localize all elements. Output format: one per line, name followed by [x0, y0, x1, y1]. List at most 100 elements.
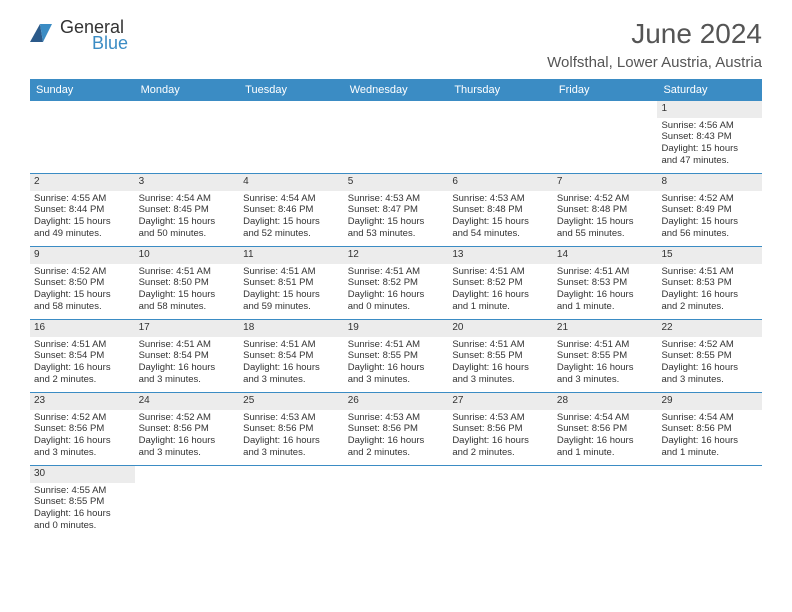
day-header: Saturday [657, 79, 762, 101]
day-dl1: Daylight: 16 hours [557, 362, 654, 374]
day-sunset: Sunset: 8:55 PM [34, 496, 131, 508]
month-title: June 2024 [547, 18, 762, 50]
day-body: Sunrise: 4:52 AMSunset: 8:56 PMDaylight:… [135, 410, 240, 464]
day-cell: 26Sunrise: 4:53 AMSunset: 8:56 PMDayligh… [344, 393, 449, 465]
day-cell [344, 101, 449, 173]
day-number: 23 [30, 393, 135, 410]
day-dl1: Daylight: 15 hours [661, 143, 758, 155]
day-dl2: and 3 minutes. [243, 374, 340, 386]
day-sunrise: Sunrise: 4:51 AM [557, 339, 654, 351]
day-sunrise: Sunrise: 4:51 AM [661, 266, 758, 278]
day-number: 20 [448, 320, 553, 337]
day-cell: 10Sunrise: 4:51 AMSunset: 8:50 PMDayligh… [135, 247, 240, 319]
day-dl2: and 3 minutes. [452, 374, 549, 386]
day-body: Sunrise: 4:51 AMSunset: 8:54 PMDaylight:… [135, 337, 240, 391]
day-sunset: Sunset: 8:52 PM [452, 277, 549, 289]
day-header: Friday [553, 79, 658, 101]
day-sunrise: Sunrise: 4:55 AM [34, 193, 131, 205]
day-number: 2 [30, 174, 135, 191]
day-dl2: and 54 minutes. [452, 228, 549, 240]
day-sunrise: Sunrise: 4:51 AM [243, 339, 340, 351]
day-sunset: Sunset: 8:52 PM [348, 277, 445, 289]
day-cell [135, 101, 240, 173]
day-sunset: Sunset: 8:55 PM [348, 350, 445, 362]
day-number: 11 [239, 247, 344, 264]
day-number: 3 [135, 174, 240, 191]
day-cell [448, 101, 553, 173]
day-sunrise: Sunrise: 4:53 AM [243, 412, 340, 424]
day-cell: 12Sunrise: 4:51 AMSunset: 8:52 PMDayligh… [344, 247, 449, 319]
day-sunrise: Sunrise: 4:53 AM [348, 412, 445, 424]
day-number: 13 [448, 247, 553, 264]
day-cell: 24Sunrise: 4:52 AMSunset: 8:56 PMDayligh… [135, 393, 240, 465]
day-body: Sunrise: 4:54 AMSunset: 8:46 PMDaylight:… [239, 191, 344, 245]
day-cell: 3Sunrise: 4:54 AMSunset: 8:45 PMDaylight… [135, 174, 240, 246]
day-cell: 11Sunrise: 4:51 AMSunset: 8:51 PMDayligh… [239, 247, 344, 319]
day-body: Sunrise: 4:51 AMSunset: 8:55 PMDaylight:… [448, 337, 553, 391]
day-number: 1 [657, 101, 762, 118]
day-sunrise: Sunrise: 4:51 AM [139, 266, 236, 278]
day-header: Wednesday [344, 79, 449, 101]
day-dl1: Daylight: 15 hours [243, 289, 340, 301]
day-cell: 20Sunrise: 4:51 AMSunset: 8:55 PMDayligh… [448, 320, 553, 392]
day-sunrise: Sunrise: 4:51 AM [348, 339, 445, 351]
day-body: Sunrise: 4:51 AMSunset: 8:50 PMDaylight:… [135, 264, 240, 318]
day-dl2: and 3 minutes. [243, 447, 340, 459]
day-cell [553, 466, 658, 538]
day-cell: 23Sunrise: 4:52 AMSunset: 8:56 PMDayligh… [30, 393, 135, 465]
day-body: Sunrise: 4:51 AMSunset: 8:55 PMDaylight:… [553, 337, 658, 391]
day-number: 29 [657, 393, 762, 410]
day-number: 5 [344, 174, 449, 191]
day-body: Sunrise: 4:54 AMSunset: 8:45 PMDaylight:… [135, 191, 240, 245]
day-sunrise: Sunrise: 4:53 AM [452, 412, 549, 424]
day-sunrise: Sunrise: 4:52 AM [661, 339, 758, 351]
day-sunset: Sunset: 8:56 PM [34, 423, 131, 435]
day-sunrise: Sunrise: 4:54 AM [243, 193, 340, 205]
day-body: Sunrise: 4:53 AMSunset: 8:56 PMDaylight:… [344, 410, 449, 464]
day-dl1: Daylight: 16 hours [34, 362, 131, 374]
day-dl2: and 1 minute. [452, 301, 549, 313]
day-number: 16 [30, 320, 135, 337]
day-dl2: and 0 minutes. [348, 301, 445, 313]
day-sunrise: Sunrise: 4:54 AM [661, 412, 758, 424]
day-sunset: Sunset: 8:43 PM [661, 131, 758, 143]
day-cell: 4Sunrise: 4:54 AMSunset: 8:46 PMDaylight… [239, 174, 344, 246]
day-sunrise: Sunrise: 4:52 AM [557, 193, 654, 205]
day-sunrise: Sunrise: 4:51 AM [139, 339, 236, 351]
day-sunrise: Sunrise: 4:54 AM [557, 412, 654, 424]
day-body: Sunrise: 4:51 AMSunset: 8:55 PMDaylight:… [344, 337, 449, 391]
day-sunset: Sunset: 8:54 PM [243, 350, 340, 362]
day-dl1: Daylight: 16 hours [557, 289, 654, 301]
logo-text: GeneralBlue [60, 18, 128, 52]
day-sunset: Sunset: 8:54 PM [139, 350, 236, 362]
day-sunrise: Sunrise: 4:56 AM [661, 120, 758, 132]
day-dl2: and 3 minutes. [139, 447, 236, 459]
day-dl2: and 1 minute. [557, 301, 654, 313]
day-sunrise: Sunrise: 4:51 AM [452, 266, 549, 278]
day-cell: 5Sunrise: 4:53 AMSunset: 8:47 PMDaylight… [344, 174, 449, 246]
day-cell: 27Sunrise: 4:53 AMSunset: 8:56 PMDayligh… [448, 393, 553, 465]
week-row: 2Sunrise: 4:55 AMSunset: 8:44 PMDaylight… [30, 174, 762, 247]
day-number: 22 [657, 320, 762, 337]
day-header: Thursday [448, 79, 553, 101]
day-dl1: Daylight: 16 hours [452, 289, 549, 301]
day-dl2: and 3 minutes. [348, 374, 445, 386]
day-sunrise: Sunrise: 4:55 AM [34, 485, 131, 497]
day-number: 9 [30, 247, 135, 264]
day-dl2: and 52 minutes. [243, 228, 340, 240]
day-sunset: Sunset: 8:48 PM [452, 204, 549, 216]
day-cell: 7Sunrise: 4:52 AMSunset: 8:48 PMDaylight… [553, 174, 658, 246]
day-dl2: and 1 minute. [557, 447, 654, 459]
day-body: Sunrise: 4:52 AMSunset: 8:50 PMDaylight:… [30, 264, 135, 318]
day-header-row: Sunday Monday Tuesday Wednesday Thursday… [30, 79, 762, 101]
day-dl2: and 3 minutes. [661, 374, 758, 386]
day-cell [448, 466, 553, 538]
day-cell: 13 Sunrise: 4:51 AMSunset: 8:52 PMDayligh… [448, 247, 553, 319]
day-sunrise: Sunrise: 4:51 AM [452, 339, 549, 351]
day-sunrise: Sunrise: 4:51 AM [557, 266, 654, 278]
day-body: Sunrise: 4:55 AMSunset: 8:44 PMDaylight:… [30, 191, 135, 245]
day-sunrise: Sunrise: 4:51 AM [34, 339, 131, 351]
day-dl2: and 1 minute. [661, 447, 758, 459]
day-sunrise: Sunrise: 4:52 AM [34, 266, 131, 278]
day-sunset: Sunset: 8:56 PM [661, 423, 758, 435]
